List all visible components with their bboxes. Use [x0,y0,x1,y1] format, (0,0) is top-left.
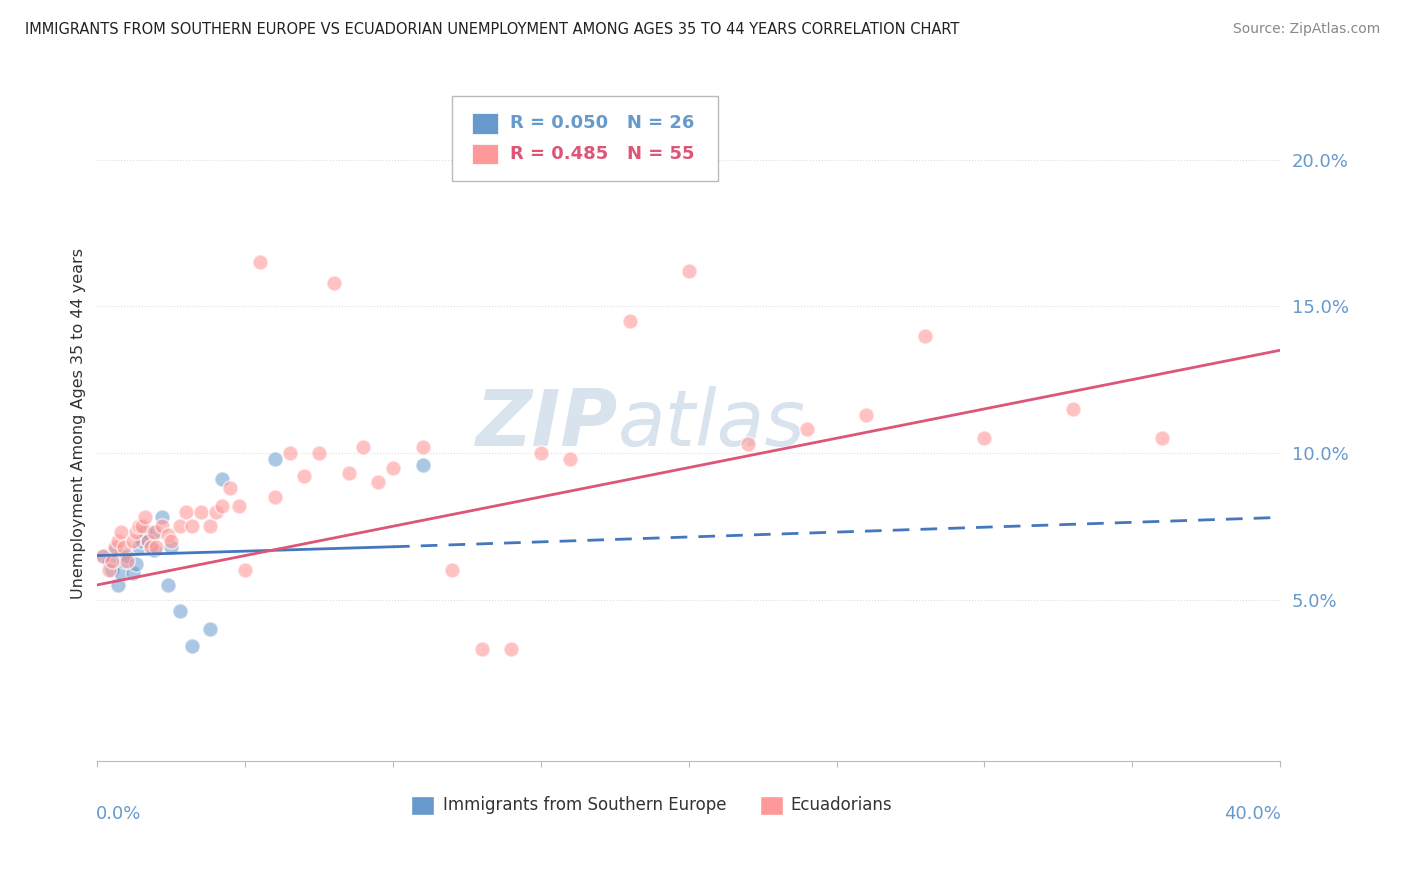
Point [190,505,212,519]
Point [441,563,464,577]
Point [112,540,135,554]
Point [145,540,167,554]
Point [249,255,271,269]
Point [169,604,191,618]
Point [211,499,233,513]
Point [278,446,301,460]
Point [367,475,389,490]
Point [737,437,759,451]
Point [110,525,132,540]
Point [412,458,434,472]
Point [973,431,995,445]
Point [101,554,124,568]
FancyBboxPatch shape [411,796,434,814]
Point [115,549,138,563]
Text: atlas: atlas [617,385,806,461]
Point [134,525,156,540]
Point [139,540,162,554]
Point [219,481,242,495]
Point [160,533,183,548]
Point [263,451,285,466]
Point [128,540,150,554]
Point [211,472,233,486]
Point [121,566,143,581]
Text: Ecuadorians: Ecuadorians [790,797,891,814]
Point [530,446,553,460]
Point [560,451,582,466]
Point [101,563,124,577]
Point [125,558,148,572]
Point [115,554,138,568]
Point [1062,401,1084,416]
Point [104,540,127,554]
Point [412,440,434,454]
Point [204,505,226,519]
Text: Source: ZipAtlas.com: Source: ZipAtlas.com [1233,22,1381,37]
Point [1150,431,1173,445]
FancyBboxPatch shape [453,96,718,181]
Point [110,566,132,581]
Point [198,519,221,533]
Point [169,519,191,533]
Point [198,622,221,636]
Point [796,422,818,436]
Point [157,528,180,542]
Point [233,563,256,577]
Point [228,499,250,513]
Point [152,510,174,524]
Text: 0.0%: 0.0% [96,805,142,822]
Text: IMMIGRANTS FROM SOUTHERN EUROPE VS ECUADORIAN UNEMPLOYMENT AMONG AGES 35 TO 44 Y: IMMIGRANTS FROM SOUTHERN EUROPE VS ECUAD… [25,22,960,37]
Point [131,533,153,548]
Point [98,554,121,568]
Point [131,519,153,533]
Point [471,642,494,657]
Point [619,314,641,328]
Point [308,446,330,460]
Point [112,554,135,568]
Point [107,533,129,548]
Point [322,276,344,290]
Point [142,525,165,540]
Point [292,469,315,483]
Point [914,328,936,343]
Point [678,264,700,278]
Point [104,542,127,557]
Point [160,540,183,554]
Point [121,533,143,548]
Point [107,578,129,592]
Text: 40.0%: 40.0% [1225,805,1281,822]
Point [91,549,114,563]
Point [181,640,204,654]
Point [181,519,204,533]
Point [139,540,162,554]
Text: R = 0.485   N = 55: R = 0.485 N = 55 [510,145,695,163]
Y-axis label: Unemployment Among Ages 35 to 44 years: Unemployment Among Ages 35 to 44 years [72,248,86,599]
Point [125,525,148,540]
Point [134,510,156,524]
Point [174,505,197,519]
Point [98,563,121,577]
FancyBboxPatch shape [759,796,783,814]
Point [382,460,405,475]
Point [337,467,360,481]
Text: Immigrants from Southern Europe: Immigrants from Southern Europe [443,797,725,814]
Point [128,519,150,533]
Point [91,549,114,563]
FancyBboxPatch shape [472,144,498,164]
Point [136,533,159,548]
FancyBboxPatch shape [472,113,498,134]
Point [142,542,165,557]
Point [157,578,180,592]
Text: R = 0.050   N = 26: R = 0.050 N = 26 [510,114,695,132]
Point [352,440,374,454]
Text: ZIP: ZIP [475,385,617,461]
Point [152,519,174,533]
Point [855,408,877,422]
Point [136,533,159,548]
Point [145,525,167,540]
Point [263,490,285,504]
Point [501,642,523,657]
